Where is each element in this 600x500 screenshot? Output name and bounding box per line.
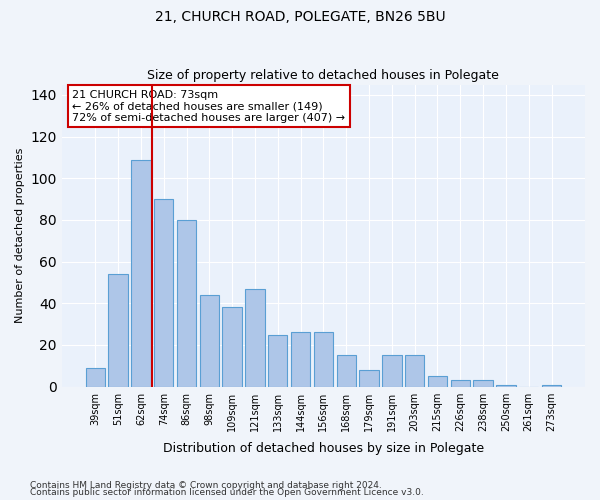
Bar (451, 380, 470, 386)
Bar (428, 376, 447, 386)
Bar (314, 332, 333, 386)
Bar (223, 308, 242, 386)
Bar (109, 274, 128, 386)
Bar (268, 334, 287, 386)
X-axis label: Distribution of detached houses by size in Polegate: Distribution of detached houses by size … (163, 442, 484, 455)
Y-axis label: Number of detached properties: Number of detached properties (15, 148, 25, 324)
Bar (291, 332, 310, 386)
Bar (154, 199, 173, 386)
Text: 21 CHURCH ROAD: 73sqm
← 26% of detached houses are smaller (149)
72% of semi-det: 21 CHURCH ROAD: 73sqm ← 26% of detached … (72, 90, 346, 123)
Bar (177, 220, 196, 386)
Bar (496, 384, 515, 386)
Bar (200, 295, 219, 386)
Bar (337, 356, 356, 386)
Bar (405, 356, 424, 386)
Bar (245, 288, 265, 386)
Text: 21, CHURCH ROAD, POLEGATE, BN26 5BU: 21, CHURCH ROAD, POLEGATE, BN26 5BU (155, 10, 445, 24)
Bar (359, 370, 379, 386)
Bar (542, 384, 561, 386)
Bar (473, 380, 493, 386)
Bar (131, 160, 151, 386)
Bar (86, 368, 105, 386)
Text: Contains HM Land Registry data © Crown copyright and database right 2024.: Contains HM Land Registry data © Crown c… (30, 480, 382, 490)
Title: Size of property relative to detached houses in Polegate: Size of property relative to detached ho… (148, 69, 499, 82)
Text: Contains public sector information licensed under the Open Government Licence v3: Contains public sector information licen… (30, 488, 424, 497)
Bar (382, 356, 401, 386)
